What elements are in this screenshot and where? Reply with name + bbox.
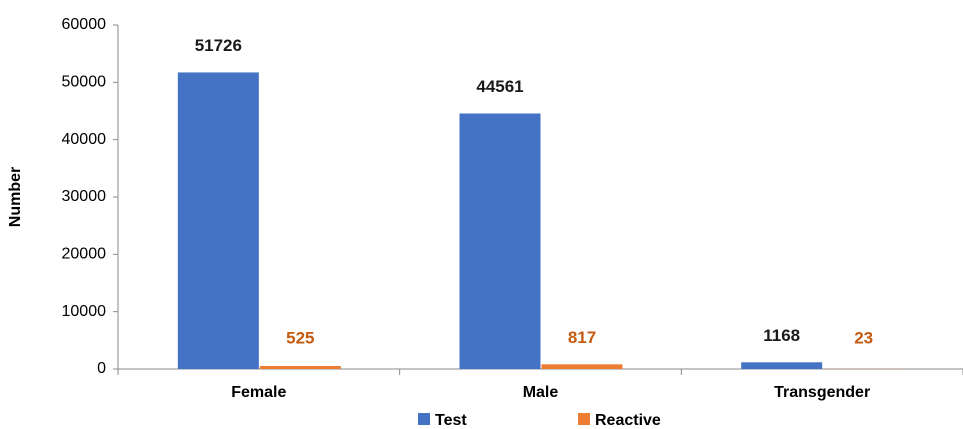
- y-tick-label: 0: [97, 360, 106, 377]
- bar: [741, 362, 823, 369]
- value-label: 23: [854, 328, 873, 347]
- y-tick-label: 60000: [62, 16, 107, 33]
- y-tick-label: 20000: [62, 246, 107, 263]
- bar: [177, 72, 259, 370]
- y-tick-label: 30000: [62, 188, 107, 205]
- legend-label: Reactive: [595, 412, 661, 429]
- y-tick-label: 10000: [62, 303, 107, 320]
- legend-swatch: [578, 413, 590, 425]
- y-axis-title: Number: [7, 167, 24, 227]
- legend-label: Test: [435, 412, 467, 429]
- bar: [541, 364, 623, 369]
- value-label: 51726: [195, 36, 242, 55]
- x-tick-label: Female: [231, 384, 286, 401]
- y-tick-label: 40000: [62, 131, 107, 148]
- value-label: 44561: [476, 77, 523, 96]
- y-tick-label: 50000: [62, 74, 107, 91]
- bar: [259, 365, 341, 369]
- legend-swatch: [418, 413, 430, 425]
- value-label: 1168: [763, 326, 800, 345]
- x-tick-label: Male: [523, 384, 559, 401]
- value-label: 525: [286, 328, 314, 347]
- x-tick-label: Transgender: [774, 384, 870, 401]
- value-label: 817: [568, 328, 596, 347]
- bar: [459, 113, 541, 369]
